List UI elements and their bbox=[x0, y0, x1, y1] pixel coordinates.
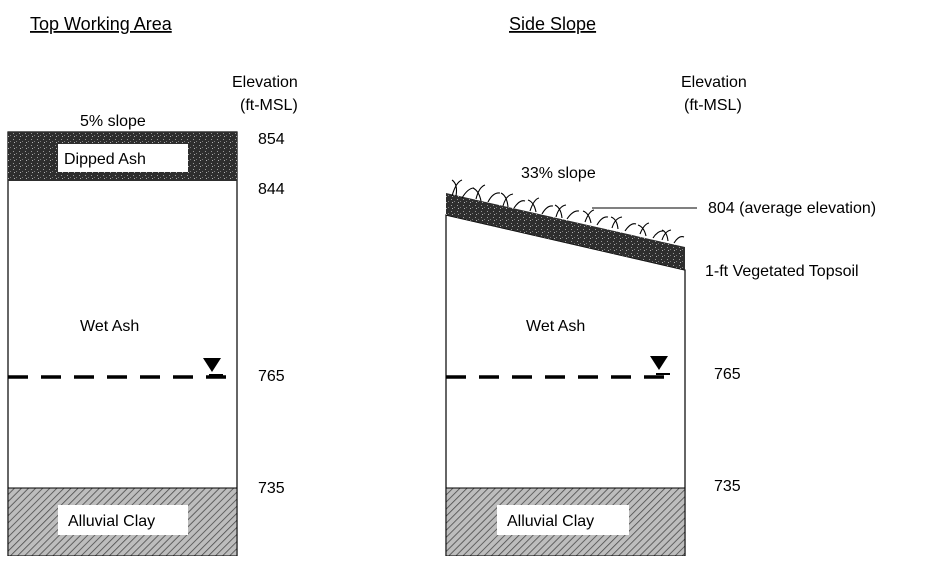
water-table-triangle-icon bbox=[203, 358, 223, 376]
right-clay-label-box bbox=[497, 505, 629, 535]
right-elevation-765: 765 bbox=[714, 366, 741, 383]
left-column-outline bbox=[7, 131, 238, 557]
right-elevation-804: 804 (average elevation) bbox=[708, 200, 876, 217]
right-clay-label: Alluvial Clay bbox=[507, 513, 594, 530]
left-panel: Top Working Area Elevation (ft-MSL) 5% s… bbox=[7, 14, 298, 557]
left-elevation-units: (ft-MSL) bbox=[240, 97, 298, 114]
left-panel-title: Top Working Area bbox=[30, 14, 173, 34]
water-table-triangle-icon bbox=[650, 356, 670, 375]
left-elevation-854: 854 bbox=[258, 131, 285, 148]
left-clay-label-box bbox=[58, 505, 188, 535]
right-elevation-header: Elevation bbox=[681, 74, 747, 91]
right-elevation-735: 735 bbox=[714, 478, 741, 495]
left-elevation-765: 765 bbox=[258, 368, 285, 385]
left-slope-label: 5% slope bbox=[80, 113, 146, 130]
right-slope-label: 33% slope bbox=[521, 165, 596, 182]
right-panel-title: Side Slope bbox=[509, 14, 596, 34]
topsoil-label: 1-ft Vegetated Topsoil bbox=[705, 263, 859, 280]
grass-icon bbox=[451, 179, 685, 244]
right-panel: Side Slope Elevation (ft-MSL) 33% slope … bbox=[445, 14, 876, 557]
vegetated-topsoil-layer bbox=[446, 193, 685, 270]
left-wet-ash-label: Wet Ash bbox=[80, 318, 139, 335]
left-clay-label: Alluvial Clay bbox=[68, 513, 155, 530]
right-wet-ash-label: Wet Ash bbox=[526, 318, 585, 335]
dipped-ash-label-box bbox=[58, 144, 188, 172]
left-elevation-735: 735 bbox=[258, 480, 285, 497]
left-elevation-header: Elevation bbox=[232, 74, 298, 91]
dipped-ash-label: Dipped Ash bbox=[64, 151, 146, 168]
right-elevation-units: (ft-MSL) bbox=[684, 97, 742, 114]
left-elevation-844: 844 bbox=[258, 181, 285, 198]
